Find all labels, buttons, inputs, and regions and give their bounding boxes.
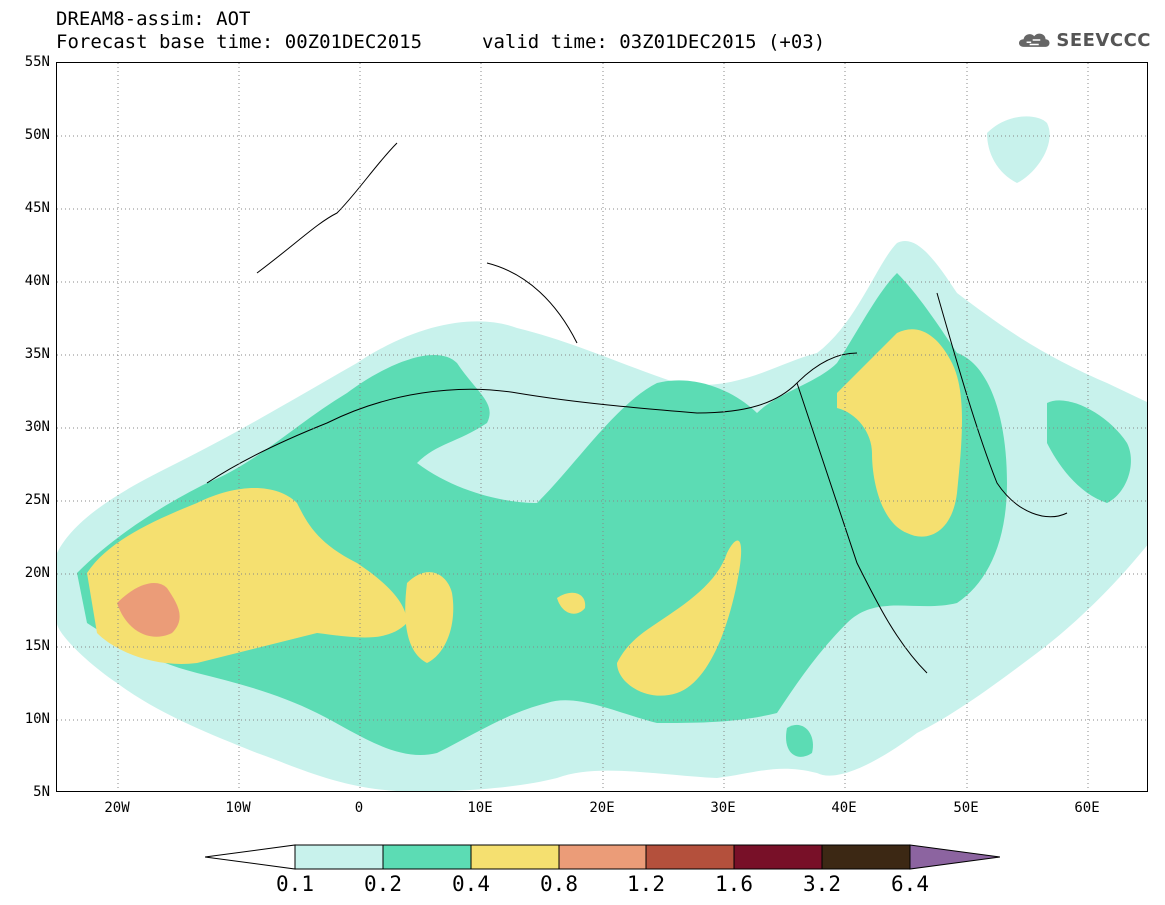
colorbar-segment [294,844,384,870]
lat-label: 20N [24,565,50,581]
lat-label: 10N [24,711,50,727]
lon-label: 20W [104,800,130,816]
lon-label: 10E [467,800,493,816]
lon-label: 30E [710,800,736,816]
lon-label: 20E [589,800,615,816]
lat-label: 15N [24,638,50,654]
colorbar-label: 0.8 [540,872,578,896]
map-title: DREAM8-assim: AOT [56,8,251,30]
colorbar-segment [821,844,911,870]
lat-label: 50N [24,127,50,143]
coastlines [206,142,1068,674]
lon-label: 50E [953,800,979,816]
colorbar-segment [733,844,823,870]
colorbar-segment [470,844,560,870]
colorbar-label: 0.4 [452,872,490,896]
grid-lines [57,63,1147,791]
colorbar-segment [645,844,735,870]
map-area [56,62,1148,792]
colorbar-label: 6.4 [891,872,929,896]
colorbar-segment [382,844,472,870]
forecast-base-time: Forecast base time: 00Z01DEC2015 [56,31,423,53]
lat-label: 30N [24,419,50,435]
logo-text: SEEVCCC [1056,29,1151,51]
cloud-icon [1019,33,1050,47]
colorbar [205,844,1000,870]
lat-label: 5N [33,784,50,800]
lon-label: 60E [1074,800,1100,816]
aot-field [57,63,1147,791]
colorbar-label: 3.2 [803,872,841,896]
colorbar-label: 0.1 [276,872,314,896]
lon-label: 0 [354,800,364,816]
lon-label: 10W [225,800,251,816]
colorbar-segment [558,844,647,870]
colorbar-label: 1.2 [627,872,665,896]
lat-label: 25N [24,492,50,508]
seevccc-logo: SEEVCCC [1016,26,1151,54]
colorbar-segment [205,844,296,870]
colorbar-label: 0.2 [364,872,402,896]
lat-label: 35N [24,346,50,362]
lat-label: 45N [24,200,50,216]
aot-level-0.8 [117,583,180,637]
lon-label: 40E [831,800,857,816]
lat-label: 55N [24,54,50,70]
valid-time: valid time: 03Z01DEC2015 (+03) [482,31,826,53]
colorbar-label: 1.6 [715,872,753,896]
colorbar-segment [909,844,1000,870]
lat-label: 40N [24,273,50,289]
